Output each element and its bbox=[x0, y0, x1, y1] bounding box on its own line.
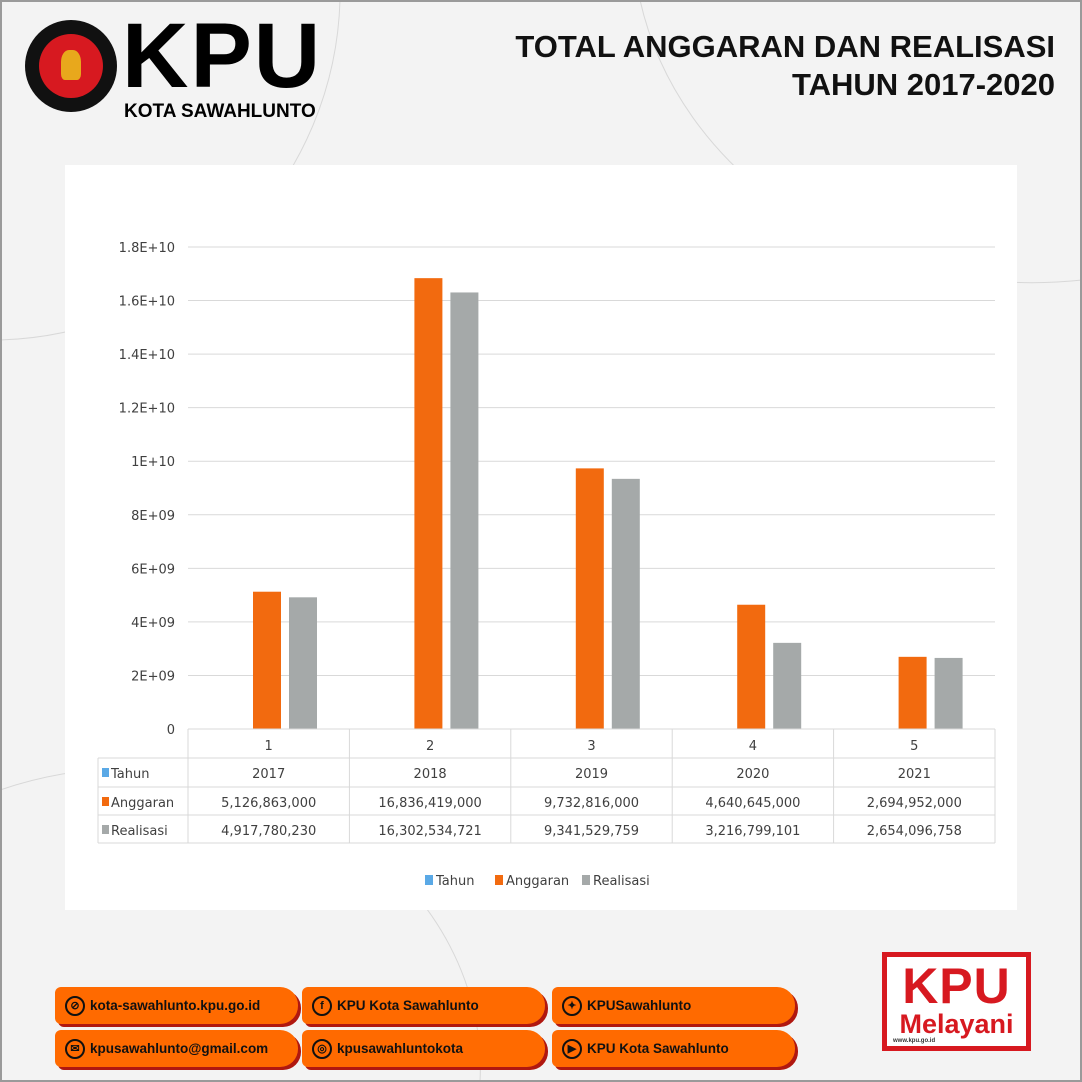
footer-link-web[interactable]: ⊘ kota-sawahlunto.kpu.go.id bbox=[55, 987, 298, 1024]
legend-label: Anggaran bbox=[506, 874, 569, 889]
footer-link-facebook[interactable]: f KPU Kota Sawahlunto bbox=[302, 987, 545, 1024]
y-tick-label: 1.4E+10 bbox=[119, 348, 175, 363]
web-icon: ⊘ bbox=[65, 995, 85, 1016]
instagram-icon: ◎ bbox=[312, 1038, 332, 1059]
table-row-label: Anggaran bbox=[111, 796, 174, 811]
y-tick-label: 6E+09 bbox=[131, 562, 175, 577]
kpu-garuda-logo bbox=[25, 20, 117, 112]
legend-key-anggaran bbox=[102, 797, 109, 806]
bar-chart: 0 2E+09 4E+09 6E+09 8E+09 1E+10 1.2E+10 1.4E+10… bbox=[97, 241, 996, 889]
bar-realisasi bbox=[450, 292, 479, 729]
legend-label: Realisasi bbox=[593, 874, 650, 889]
bar-anggaran bbox=[898, 656, 927, 729]
table-cell: 2018 bbox=[414, 767, 447, 782]
page-title: TOTAL ANGGARAN DAN REALISASI TAHUN 2017-… bbox=[515, 28, 1055, 104]
table-cell: 2,654,096,758 bbox=[867, 824, 962, 839]
chart-card: 0 2E+09 4E+09 6E+09 8E+09 1E+10 1.2E+10 1.4E+10… bbox=[65, 165, 1017, 910]
footer-link-email[interactable]: ✉ kpusawahlunto@gmail.com bbox=[55, 1030, 298, 1067]
footer-link-text: KPU Kota Sawahlunto bbox=[587, 1041, 729, 1056]
y-tick-label: 2E+09 bbox=[131, 669, 175, 684]
badge-kpu: KPU bbox=[902, 958, 1011, 1014]
table-cell: 2017 bbox=[252, 767, 285, 782]
bar-realisasi bbox=[773, 642, 802, 729]
youtube-icon: ▶ bbox=[562, 1038, 582, 1059]
legend-swatch-tahun bbox=[425, 875, 433, 885]
table-cell: 5,126,863,000 bbox=[221, 796, 316, 811]
table-cell: 16,302,534,721 bbox=[378, 824, 481, 839]
footer-link-instagram[interactable]: ◎ kpusawahluntokota bbox=[302, 1030, 545, 1067]
bar-realisasi bbox=[289, 597, 317, 729]
bar-anggaran bbox=[737, 604, 766, 729]
bar-anggaran bbox=[575, 468, 604, 729]
bar-anggaran bbox=[253, 591, 281, 729]
kpu-melayani-badge: KPU Melayani www.kpu.go.id bbox=[882, 952, 1031, 1051]
legend-key-realisasi bbox=[102, 825, 109, 834]
email-icon: ✉ bbox=[65, 1038, 85, 1059]
legend-swatch-realisasi bbox=[582, 875, 590, 885]
table-cell: 4,640,645,000 bbox=[705, 796, 800, 811]
y-tick-label: 4E+09 bbox=[131, 616, 175, 631]
footer-link-text: kpusawahluntokota bbox=[337, 1041, 464, 1056]
bar-anggaran bbox=[414, 278, 443, 729]
y-tick-label: 1.2E+10 bbox=[119, 402, 175, 417]
bar-realisasi bbox=[611, 478, 640, 729]
legend-label: Tahun bbox=[435, 874, 474, 889]
badge-url: www.kpu.go.id bbox=[893, 1038, 936, 1044]
footer-link-twitter[interactable]: ✦ KPUSawahlunto bbox=[552, 987, 795, 1024]
table-cell: 2,694,952,000 bbox=[867, 796, 962, 811]
y-tick-label: 1.8E+10 bbox=[119, 241, 175, 256]
table-cell: 9,732,816,000 bbox=[544, 796, 639, 811]
category-label: 4 bbox=[749, 739, 757, 754]
category-label: 3 bbox=[587, 739, 595, 754]
table-cell: 2019 bbox=[575, 767, 608, 782]
y-tick-label: 1.6E+10 bbox=[119, 295, 175, 310]
table-row-label: Tahun bbox=[110, 767, 149, 782]
brand-subtitle: KOTA SAWAHLUNTO bbox=[124, 101, 316, 122]
title-line-1: TOTAL ANGGARAN DAN REALISASI bbox=[515, 29, 1055, 64]
table-cell: 16,836,419,000 bbox=[378, 796, 481, 811]
table-cell: 9,341,529,759 bbox=[544, 824, 639, 839]
table-cell: 3,216,799,101 bbox=[705, 824, 800, 839]
y-tick-label: 0 bbox=[167, 723, 175, 738]
footer-link-text: KPU Kota Sawahlunto bbox=[337, 998, 479, 1013]
footer-link-text: kota-sawahlunto.kpu.go.id bbox=[90, 998, 261, 1013]
category-label: 2 bbox=[426, 739, 434, 754]
table-row-label: Realisasi bbox=[111, 824, 168, 839]
table-cell: 2020 bbox=[736, 767, 769, 782]
bar-realisasi bbox=[934, 657, 963, 729]
table-cell: 2021 bbox=[898, 767, 931, 782]
facebook-icon: f bbox=[312, 995, 332, 1016]
twitter-icon: ✦ bbox=[562, 995, 582, 1016]
legend-key-tahun bbox=[102, 768, 109, 777]
legend-swatch-anggaran bbox=[495, 875, 503, 885]
badge-melayani: Melayani bbox=[899, 1009, 1014, 1039]
y-tick-label: 8E+09 bbox=[131, 509, 175, 524]
y-tick-label: 1E+10 bbox=[131, 455, 175, 470]
category-label: 5 bbox=[910, 739, 918, 754]
table-cell: 4,917,780,230 bbox=[221, 824, 316, 839]
footer-link-text: KPUSawahlunto bbox=[587, 998, 692, 1013]
title-line-2: TAHUN 2017-2020 bbox=[791, 67, 1055, 102]
category-label: 1 bbox=[265, 739, 273, 754]
brand-name: KPU bbox=[122, 5, 323, 107]
footer-link-text: kpusawahlunto@gmail.com bbox=[90, 1041, 269, 1056]
footer-link-youtube[interactable]: ▶ KPU Kota Sawahlunto bbox=[552, 1030, 795, 1067]
